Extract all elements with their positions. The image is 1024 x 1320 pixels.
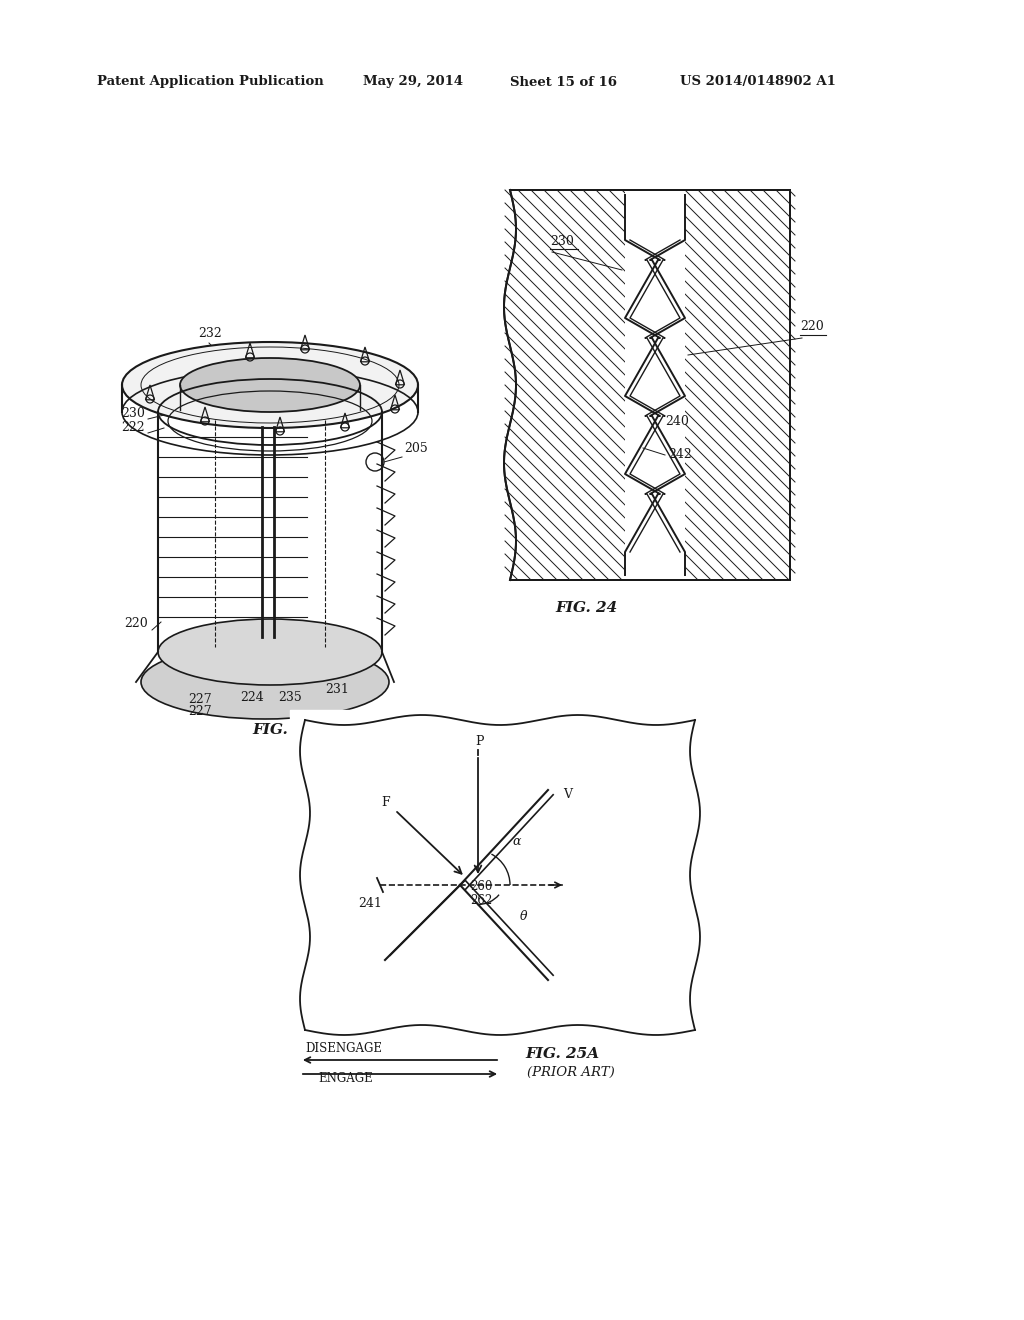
Text: 224: 224 — [240, 690, 264, 704]
Polygon shape — [625, 190, 685, 579]
Ellipse shape — [122, 342, 418, 428]
Text: 220: 220 — [800, 319, 823, 333]
Text: May 29, 2014: May 29, 2014 — [362, 75, 463, 88]
Text: 235: 235 — [278, 690, 302, 704]
Text: 227: 227 — [188, 705, 212, 718]
Text: Sheet 15 of 16: Sheet 15 of 16 — [510, 75, 617, 88]
Text: Patent Application Publication: Patent Application Publication — [97, 75, 324, 88]
Text: 231: 231 — [325, 682, 349, 696]
Text: 240: 240 — [665, 414, 689, 428]
Text: 227: 227 — [188, 693, 212, 706]
Text: 222: 222 — [122, 421, 145, 434]
Text: ENGAGE: ENGAGE — [318, 1072, 373, 1085]
Text: 242: 242 — [668, 447, 692, 461]
Text: DISENGAGE: DISENGAGE — [305, 1041, 382, 1055]
Text: 262: 262 — [470, 894, 493, 907]
Text: α: α — [512, 836, 520, 847]
Text: 230: 230 — [121, 407, 145, 420]
Polygon shape — [510, 190, 790, 579]
Text: θ: θ — [520, 909, 527, 923]
Text: 241: 241 — [358, 898, 382, 909]
Text: (PRIOR ART): (PRIOR ART) — [527, 1067, 614, 1078]
Text: FIG. 25A: FIG. 25A — [525, 1047, 599, 1061]
Text: 220: 220 — [124, 616, 148, 630]
Text: 205: 205 — [404, 442, 428, 455]
Text: FIG. 23: FIG. 23 — [252, 723, 314, 737]
Text: F: F — [381, 796, 389, 809]
Text: 230: 230 — [550, 235, 573, 248]
Text: 232: 232 — [198, 327, 222, 341]
Ellipse shape — [141, 645, 389, 719]
Text: US 2014/0148902 A1: US 2014/0148902 A1 — [680, 75, 836, 88]
Ellipse shape — [180, 358, 360, 412]
Text: FIG. 24: FIG. 24 — [555, 601, 617, 615]
Text: V: V — [563, 788, 572, 801]
Ellipse shape — [158, 619, 382, 685]
Text: P: P — [476, 735, 484, 748]
Text: 260: 260 — [470, 880, 493, 894]
